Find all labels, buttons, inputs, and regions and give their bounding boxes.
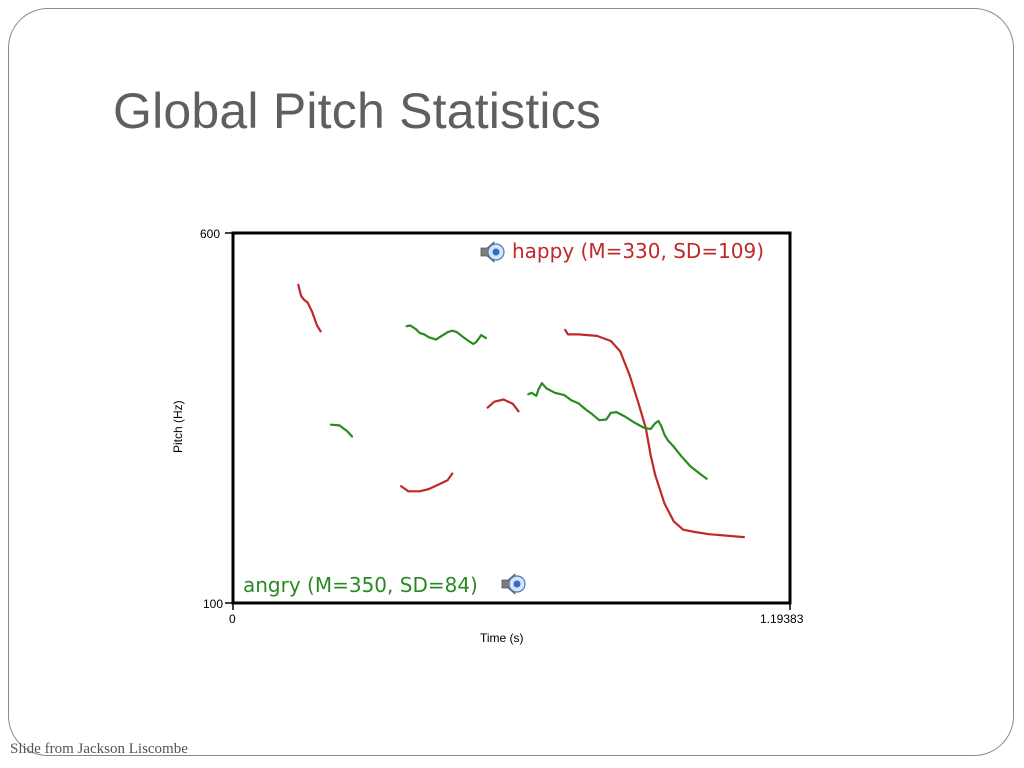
pitch-contour-segment	[399, 472, 454, 493]
angry-annotation: angry (M=350, SD=84)	[243, 573, 478, 597]
x-axis-label: Time (s)	[480, 631, 524, 645]
y-tick-label-max: 600	[200, 227, 220, 241]
slide-title: Global Pitch Statistics	[113, 83, 602, 139]
y-axis-label: Pitch (Hz)	[171, 400, 185, 453]
x-tick-label-min: 0	[229, 612, 236, 626]
speaker-icon[interactable]	[501, 573, 526, 595]
angry-pitch-series	[329, 324, 708, 480]
x-tick-label-max: 1.19383	[760, 612, 804, 626]
plot-area-frame	[231, 231, 792, 605]
happy-annotation: happy (M=330, SD=109)	[512, 239, 764, 263]
speaker-icon[interactable]	[480, 241, 505, 263]
y-tick-label-min: 100	[203, 597, 223, 611]
pitch-contour-segment	[527, 382, 708, 480]
footer-credit: Slide from Jackson Liscombe	[10, 741, 188, 757]
pitch-contour-segment	[329, 423, 354, 438]
pitch-contour-segment	[405, 324, 487, 346]
pitch-contour-segment	[486, 398, 520, 413]
pitch-contour-segment	[297, 283, 322, 333]
